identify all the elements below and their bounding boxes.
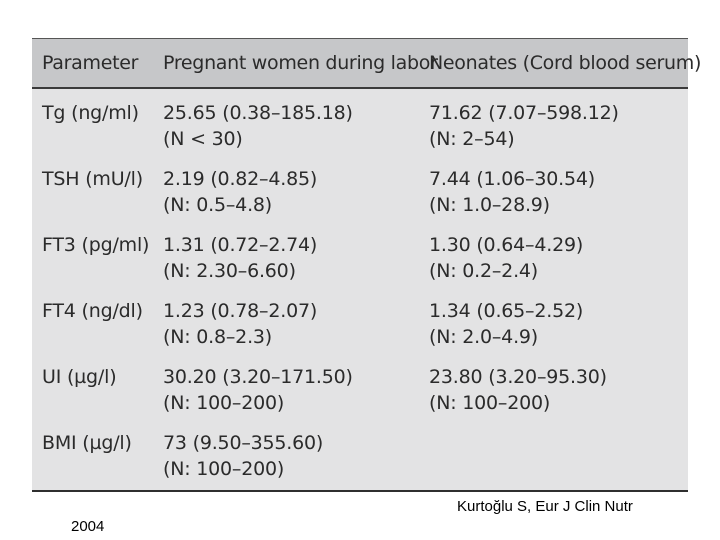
pregnant-value: 25.65 (0.38–185.18) xyxy=(163,102,353,124)
publication-year: 2004 xyxy=(71,518,105,535)
parameter-cell: FT4 (ng/dl) xyxy=(42,298,143,324)
parameter-label: UI (µg/l) xyxy=(42,366,117,388)
pregnant-cell: 2.19 (0.82–4.85) (N: 0.5–4.8) xyxy=(163,166,317,218)
pregnant-cell: 73 (9.50–355.60) (N: 100–200) xyxy=(163,430,323,482)
table-row: FT4 (ng/dl) 1.23 (0.78–2.07) (N: 0.8–2.3)… xyxy=(32,298,688,364)
parameter-cell: TSH (mU/l) xyxy=(42,166,143,192)
table-row: BMI (µg/l) 73 (9.50–355.60) (N: 100–200) xyxy=(32,430,688,496)
table-header-row: Parameter Pregnant women during labor Ne… xyxy=(32,38,701,89)
neonates-value: 1.30 (0.64–4.29) xyxy=(429,234,584,256)
pregnant-normal-range: (N: 100–200) xyxy=(163,458,285,480)
neonates-cell: 71.62 (7.07–598.12) (N: 2–54) xyxy=(429,100,619,152)
parameter-label: BMI (µg/l) xyxy=(42,432,132,454)
pregnant-cell: 1.23 (0.78–2.07) (N: 0.8–2.3) xyxy=(163,298,317,350)
parameter-cell: Tg (ng/ml) xyxy=(42,100,139,126)
data-table: Parameter Pregnant women during labor Ne… xyxy=(32,38,701,492)
neonates-normal-range: (N: 2.0–4.9) xyxy=(429,326,539,348)
neonates-normal-range: (N: 100–200) xyxy=(429,392,551,414)
neonates-cell: 23.80 (3.20–95.30) (N: 100–200) xyxy=(429,364,607,416)
header-neonates: Neonates (Cord blood serum) xyxy=(429,52,702,74)
table-row: UI (µg/l) 30.20 (3.20–171.50) (N: 100–200… xyxy=(32,364,688,430)
pregnant-normal-range: (N: 0.8–2.3) xyxy=(163,326,273,348)
neonates-value: 1.34 (0.65–2.52) xyxy=(429,300,584,322)
table-row: FT3 (pg/ml) 1.31 (0.72–2.74) (N: 2.30–6.6… xyxy=(32,232,688,298)
pregnant-value: 1.23 (0.78–2.07) xyxy=(163,300,318,322)
parameter-label: TSH (mU/l) xyxy=(42,168,143,190)
parameter-label: FT4 (ng/dl) xyxy=(42,300,143,322)
parameter-label: Tg (ng/ml) xyxy=(42,102,139,124)
parameter-label: FT3 (pg/ml) xyxy=(42,234,150,256)
pregnant-cell: 1.31 (0.72–2.74) (N: 2.30–6.60) xyxy=(163,232,317,284)
pregnant-value: 73 (9.50–355.60) xyxy=(163,432,324,454)
header-parameter: Parameter xyxy=(42,52,139,74)
pregnant-value: 1.31 (0.72–2.74) xyxy=(163,234,318,256)
table-row: TSH (mU/l) 2.19 (0.82–4.85) (N: 0.5–4.8) … xyxy=(32,166,688,232)
header-pregnant-women: Pregnant women during labor xyxy=(163,52,438,74)
neonates-value: 71.62 (7.07–598.12) xyxy=(429,102,619,124)
neonates-normal-range: (N: 2–54) xyxy=(429,128,515,150)
neonates-normal-range: (N: 1.0–28.9) xyxy=(429,194,550,216)
pregnant-cell: 25.65 (0.38–185.18) (N < 30) xyxy=(163,100,353,152)
table-row: Tg (ng/ml) 25.65 (0.38–185.18) (N < 30) 7… xyxy=(32,100,688,166)
pregnant-cell: 30.20 (3.20–171.50) (N: 100–200) xyxy=(163,364,353,416)
neonates-cell: 1.34 (0.65–2.52) (N: 2.0–4.9) xyxy=(429,298,583,350)
citation: Kurtoğlu S, Eur J Clin Nutr xyxy=(457,498,633,515)
pregnant-normal-range: (N < 30) xyxy=(163,128,243,150)
parameter-cell: FT3 (pg/ml) xyxy=(42,232,149,258)
neonates-value: 7.44 (1.06–30.54) xyxy=(429,168,595,190)
neonates-normal-range: (N: 0.2–2.4) xyxy=(429,260,539,282)
pregnant-normal-range: (N: 100–200) xyxy=(163,392,285,414)
pregnant-normal-range: (N: 2.30–6.60) xyxy=(163,260,296,282)
neonates-cell: 7.44 (1.06–30.54) (N: 1.0–28.9) xyxy=(429,166,595,218)
pregnant-normal-range: (N: 0.5–4.8) xyxy=(163,194,273,216)
neonates-cell: 1.30 (0.64–4.29) (N: 0.2–2.4) xyxy=(429,232,583,284)
pregnant-value: 2.19 (0.82–4.85) xyxy=(163,168,318,190)
neonates-value: 23.80 (3.20–95.30) xyxy=(429,366,607,388)
parameter-cell: UI (µg/l) xyxy=(42,364,117,390)
pregnant-value: 30.20 (3.20–171.50) xyxy=(163,366,353,388)
parameter-cell: BMI (µg/l) xyxy=(42,430,132,456)
